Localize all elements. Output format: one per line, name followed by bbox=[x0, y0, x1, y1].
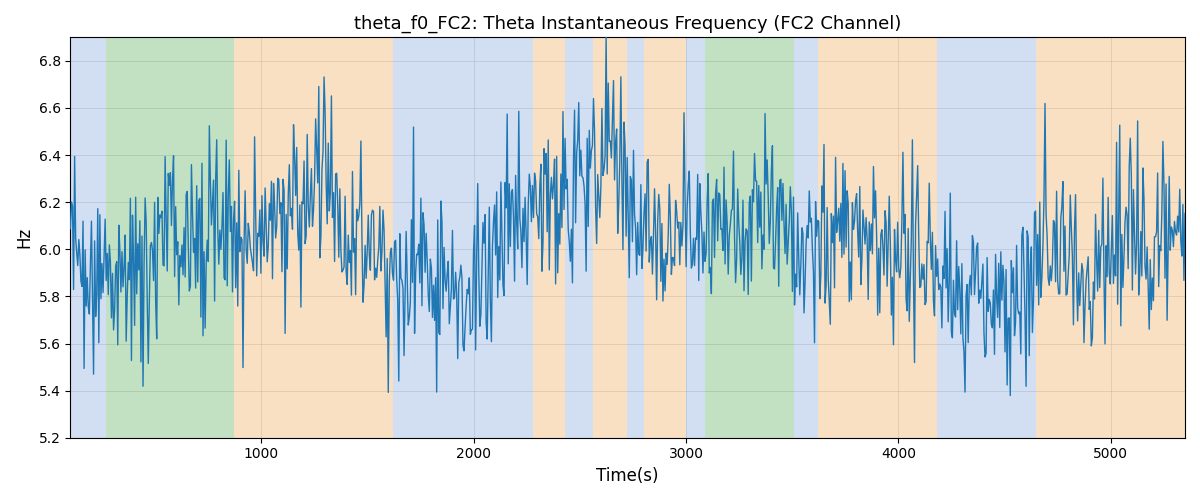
Bar bbox=[71, 38, 107, 438]
Bar bbox=[107, 38, 234, 438]
Bar bbox=[817, 38, 937, 438]
Bar bbox=[394, 38, 533, 438]
Title: theta_f0_FC2: Theta Instantaneous Frequency (FC2 Channel): theta_f0_FC2: Theta Instantaneous Freque… bbox=[354, 15, 901, 34]
Bar bbox=[706, 38, 794, 438]
Bar bbox=[593, 38, 626, 438]
Bar bbox=[1037, 38, 1184, 438]
Bar bbox=[794, 38, 817, 438]
Bar bbox=[533, 38, 565, 438]
Bar bbox=[234, 38, 394, 438]
Y-axis label: Hz: Hz bbox=[14, 227, 32, 248]
Bar bbox=[643, 38, 686, 438]
Bar bbox=[937, 38, 1037, 438]
X-axis label: Time(s): Time(s) bbox=[596, 467, 659, 485]
Bar bbox=[686, 38, 706, 438]
Bar bbox=[565, 38, 593, 438]
Bar bbox=[626, 38, 643, 438]
